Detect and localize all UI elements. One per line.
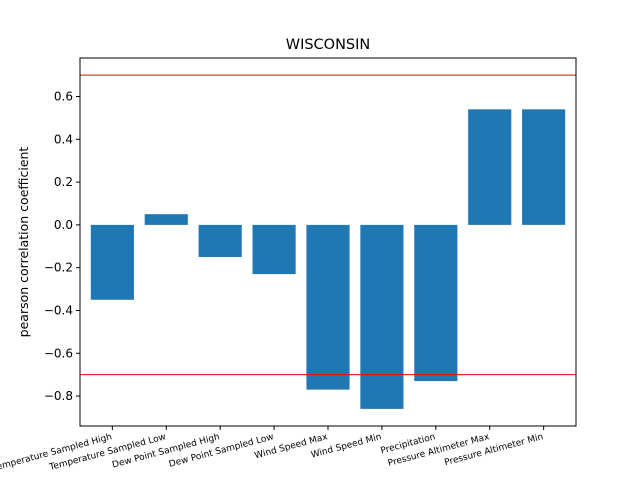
y-tick-label: −0.6 [44, 346, 73, 360]
y-tick-label: 0.4 [54, 132, 73, 146]
y-axis-label: pearson correlation coefficient [16, 147, 31, 338]
y-tick-label: −0.2 [44, 261, 73, 275]
plot-area-frame [79, 57, 577, 427]
bar-3 [198, 224, 242, 257]
bar-7 [414, 224, 458, 382]
bars-group [90, 109, 566, 409]
bar-8 [468, 109, 512, 225]
y-tick-label: 0.0 [54, 218, 73, 232]
bar-1 [90, 224, 134, 300]
y-tick-label: 0.2 [54, 175, 73, 189]
y-tick-label: 0.6 [54, 90, 73, 104]
bar-6 [360, 224, 404, 409]
y-tick-label: −0.4 [44, 303, 73, 317]
chart-title: WISCONSIN [286, 37, 371, 53]
reference-lines-group [80, 74, 576, 376]
bar-2 [144, 214, 188, 225]
y-axis-ticks: −0.8 −0.6 −0.4 −0.2 0.0 0.2 0.4 0.6 [44, 90, 80, 403]
y-tick-label: −0.8 [44, 389, 73, 403]
bar-5 [306, 224, 350, 390]
bar-4 [252, 224, 296, 275]
bar-9 [522, 109, 566, 225]
